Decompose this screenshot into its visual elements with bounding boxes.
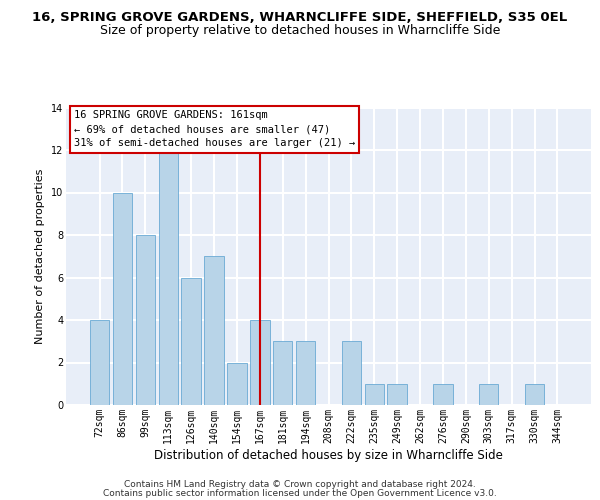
Bar xyxy=(136,235,155,405)
Bar xyxy=(296,341,316,405)
Text: 16, SPRING GROVE GARDENS, WHARNCLIFFE SIDE, SHEFFIELD, S35 0EL: 16, SPRING GROVE GARDENS, WHARNCLIFFE SI… xyxy=(32,11,568,24)
Bar xyxy=(181,278,201,405)
Text: Size of property relative to detached houses in Wharncliffe Side: Size of property relative to detached ho… xyxy=(100,24,500,37)
Bar xyxy=(227,362,247,405)
Text: 16 SPRING GROVE GARDENS: 161sqm
← 69% of detached houses are smaller (47)
31% of: 16 SPRING GROVE GARDENS: 161sqm ← 69% of… xyxy=(74,110,355,148)
Bar xyxy=(433,384,452,405)
Bar xyxy=(90,320,109,405)
Bar xyxy=(273,341,292,405)
Text: Contains public sector information licensed under the Open Government Licence v3: Contains public sector information licen… xyxy=(103,489,497,498)
Bar xyxy=(479,384,499,405)
Bar xyxy=(250,320,269,405)
Bar xyxy=(158,150,178,405)
Bar xyxy=(205,256,224,405)
Bar xyxy=(113,192,132,405)
Bar xyxy=(365,384,384,405)
X-axis label: Distribution of detached houses by size in Wharncliffe Side: Distribution of detached houses by size … xyxy=(154,448,503,462)
Text: Contains HM Land Registry data © Crown copyright and database right 2024.: Contains HM Land Registry data © Crown c… xyxy=(124,480,476,489)
Bar xyxy=(341,341,361,405)
Bar xyxy=(525,384,544,405)
Y-axis label: Number of detached properties: Number of detached properties xyxy=(35,168,45,344)
Bar xyxy=(388,384,407,405)
